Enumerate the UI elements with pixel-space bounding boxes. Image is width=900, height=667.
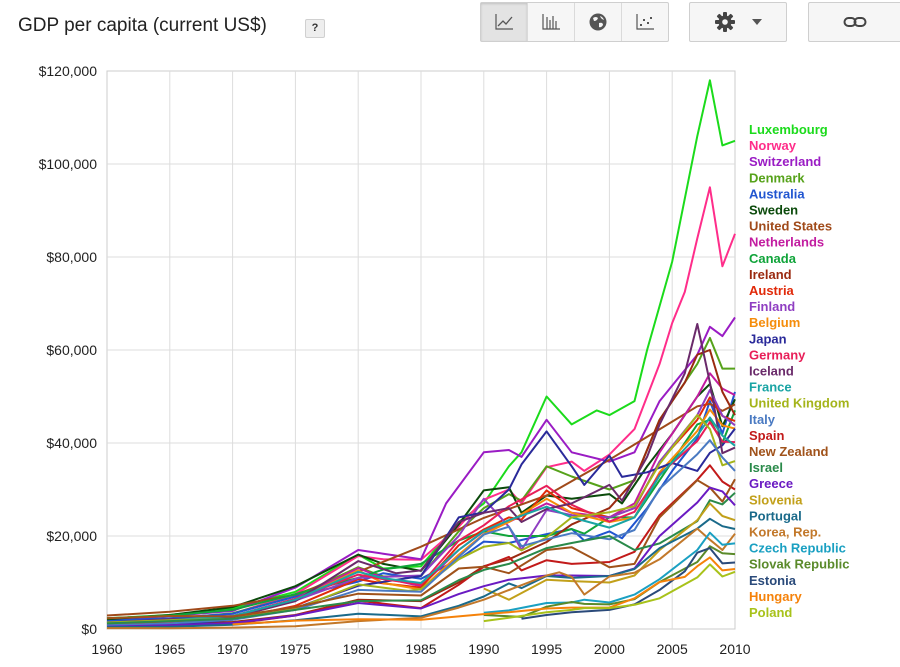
bar-chart-icon [542,14,560,30]
x-tick-label: 1985 [405,641,436,657]
chart-type-switcher [480,2,669,42]
legend-item[interactable]: Japan [749,331,787,346]
x-axis: 1960 1965 1970 1975 1980 1985 1990 1995 2000 2005… [91,641,750,657]
series-line[interactable] [106,323,736,624]
chart-title: GDP per capita (current US$) [18,15,267,36]
bar-chart-button[interactable] [528,3,575,41]
map-chart-button[interactable] [575,3,622,41]
x-tick-label: 1960 [91,641,122,657]
series-line[interactable] [106,486,736,628]
toolbar: GDP per capita (current US$) ? [0,0,900,60]
x-tick-label: 1965 [154,641,185,657]
legend-item[interactable]: United Kingdom [749,396,849,411]
x-tick-label: 1995 [531,641,562,657]
series-line[interactable] [483,502,736,601]
x-tick-label: 1975 [280,641,311,657]
legend-item[interactable]: Denmark [749,170,805,185]
legend-item[interactable]: Austria [749,283,795,298]
legend-item[interactable]: Italy [749,412,776,427]
legend-item[interactable]: United States [749,219,832,234]
chart-grid [106,70,736,630]
link-icon [843,17,867,27]
scatter-icon [636,14,654,30]
link-button[interactable] [808,2,900,42]
legend-item[interactable]: Estonia [749,573,797,588]
series-line[interactable] [106,527,736,630]
series-line[interactable] [106,79,736,620]
y-tick-label: $40,000 [46,435,97,451]
x-tick-label: 2005 [657,641,688,657]
y-tick-label: $80,000 [46,249,97,265]
help-button[interactable]: ? [305,19,325,38]
legend-item[interactable]: Slovenia [749,492,803,507]
legend-item[interactable]: Germany [749,347,806,362]
legend-item[interactable]: Belgium [749,315,800,330]
legend-item[interactable]: Spain [749,428,784,443]
y-tick-label: $20,000 [46,528,97,544]
series-line[interactable] [232,421,736,618]
series-line[interactable] [521,547,736,620]
settings-button[interactable] [689,2,787,42]
x-tick-label: 1980 [343,641,374,657]
series-line[interactable] [483,531,736,614]
x-tick-label: 1970 [217,641,248,657]
legend-item[interactable]: Hungary [749,589,803,604]
series-line[interactable] [232,556,736,626]
y-tick-label: $60,000 [46,342,97,358]
legend-item[interactable]: Finland [749,299,795,314]
legend-item[interactable]: Czech Republic [749,541,846,556]
legend-item[interactable]: Portugal [749,508,802,523]
y-tick-label: $100,000 [39,156,98,172]
legend-item[interactable]: Netherlands [749,235,824,250]
legend-item[interactable]: Australia [749,186,805,201]
legend-item[interactable]: Israel [749,460,783,475]
map-icon [589,13,607,31]
y-tick-label: $120,000 [39,63,98,79]
line-chart-button[interactable] [481,3,528,41]
series-line[interactable] [483,563,736,623]
scatter-chart-button[interactable] [622,3,668,41]
legend-item[interactable]: Norway [749,138,797,153]
legend-item[interactable]: Slovak Republic [749,557,849,572]
x-tick-label: 1990 [468,641,499,657]
legend-item[interactable]: France [749,380,792,395]
legend-item[interactable]: Greece [749,476,793,491]
line-chart-icon [495,14,513,30]
legend: LuxembourgNorwaySwitzerlandDenmarkAustra… [749,122,849,620]
gear-icon [715,12,735,32]
legend-item[interactable]: Ireland [749,267,792,282]
series-line[interactable] [106,402,736,617]
y-axis: $0 $20,000 $40,000 $60,000 $80,000 $100,000 $1… [39,63,98,637]
legend-item[interactable]: Korea, Rep. [749,525,821,540]
x-tick-label: 2000 [594,641,625,657]
series-line[interactable] [106,410,736,620]
legend-item[interactable]: Luxembourg [749,122,828,137]
y-tick-label: $0 [81,621,97,637]
chevron-down-icon [752,19,762,25]
legend-item[interactable]: Switzerland [749,154,821,169]
legend-item[interactable]: Sweden [749,203,798,218]
series-line[interactable] [106,478,736,620]
x-tick-label: 2010 [719,641,750,657]
legend-item[interactable]: Poland [749,605,792,620]
series-line[interactable] [106,416,736,624]
legend-item[interactable]: Iceland [749,364,794,379]
chart-series [106,79,736,630]
legend-item[interactable]: Canada [749,251,797,266]
legend-item[interactable]: New Zealand [749,444,829,459]
